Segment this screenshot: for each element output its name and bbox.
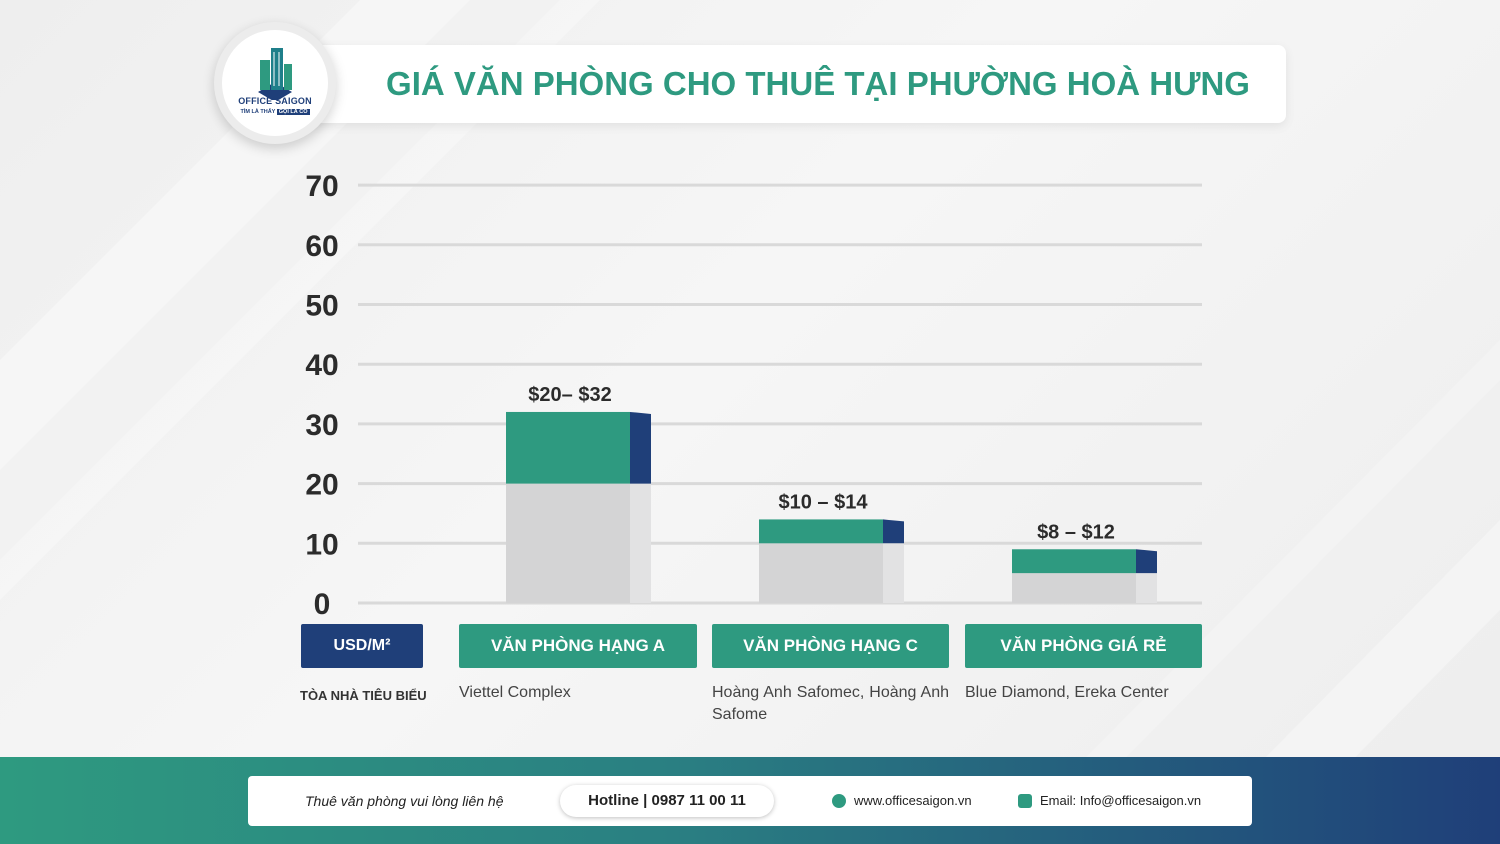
page-title: GIÁ VĂN PHÒNG CHO THUÊ TẠI PHƯỜNG HOÀ HƯ…	[386, 65, 1250, 102]
y-tick-label: 50	[305, 290, 338, 323]
contact-card: Thuê văn phòng vui lòng liên hệ Hotline …	[248, 776, 1252, 826]
y-tick-label: 30	[305, 409, 338, 442]
unit-label: USD/M²	[301, 624, 423, 668]
y-tick-label: 0	[314, 588, 331, 621]
bar-base-side	[630, 483, 651, 603]
contact-note: Thuê văn phòng vui lòng liên hệ	[305, 793, 504, 809]
bar-value-label: $10 – $14	[779, 491, 869, 513]
logo-badge: OFFICE SAIGON TÌM LÀ THẤY GỌI LÀ CÓ	[222, 30, 328, 136]
y-tick-label: 10	[305, 528, 338, 561]
buildings-a: Viettel Complex	[459, 684, 571, 701]
hotline-button[interactable]: Hotline | 0987 11 00 11	[560, 785, 774, 817]
logo-tagline: TÌM LÀ THẤY GỌI LÀ CÓ	[222, 109, 328, 115]
bar-range	[1012, 549, 1136, 574]
building-logo-icon	[258, 48, 292, 102]
bar-value-label: $8 – $12	[1037, 521, 1115, 543]
website-text: www.officesaigon.vn	[854, 793, 972, 808]
bar-range	[759, 519, 883, 544]
bar-base-side	[883, 543, 904, 603]
bar-base	[506, 483, 630, 603]
logo: OFFICE SAIGON TÌM LÀ THẤY GỌI LÀ CÓ	[214, 22, 336, 144]
logo-name: OFFICE SAIGON	[238, 96, 312, 106]
bar-range-side	[1136, 549, 1157, 574]
buildings-cheap: Blue Diamond, Ereka Center	[965, 684, 1169, 701]
bar-range-side	[883, 519, 904, 544]
buildings-c: Hoàng Anh Safomec, Hoàng Anh Safome	[712, 684, 949, 723]
mail-icon	[1018, 793, 1032, 808]
y-tick-label: 70	[305, 170, 338, 203]
y-tick-label: 60	[305, 230, 338, 263]
y-tick-label: 40	[305, 349, 338, 382]
category-label-a: VĂN PHÒNG HẠNG A	[459, 624, 697, 668]
email-link[interactable]: Email: Info@officesaigon.vn	[1018, 776, 1201, 826]
logo-tagline-a: TÌM LÀ THẤY	[240, 109, 276, 115]
bar-base-side	[1136, 573, 1157, 603]
logo-tagline-b: GỌI LÀ CÓ	[276, 109, 310, 115]
bar-base	[1012, 573, 1136, 603]
title-bar: GIÁ VĂN PHÒNG CHO THUÊ TẠI PHƯỜNG HOÀ HƯ…	[270, 45, 1286, 123]
globe-icon	[832, 793, 846, 808]
price-chart: 0 10 20 30 40 50 60 70 $20– $32 $10 – $14 $8 – $12	[305, 170, 1202, 621]
buildings-row-label: TÒA NHÀ TIÊU BIỂU	[300, 688, 427, 703]
bar-range	[506, 411, 630, 484]
category-label-c: VĂN PHÒNG HẠNG C	[712, 624, 949, 668]
bar-value-label: $20– $32	[528, 384, 611, 406]
y-tick-label: 20	[305, 469, 338, 502]
website-link[interactable]: www.officesaigon.vn	[832, 776, 972, 826]
category-label-cheap: VĂN PHÒNG GIÁ RẺ	[965, 624, 1202, 668]
email-text: Email: Info@officesaigon.vn	[1040, 793, 1202, 808]
bar-range-side	[630, 411, 651, 484]
bar-base	[759, 543, 883, 603]
